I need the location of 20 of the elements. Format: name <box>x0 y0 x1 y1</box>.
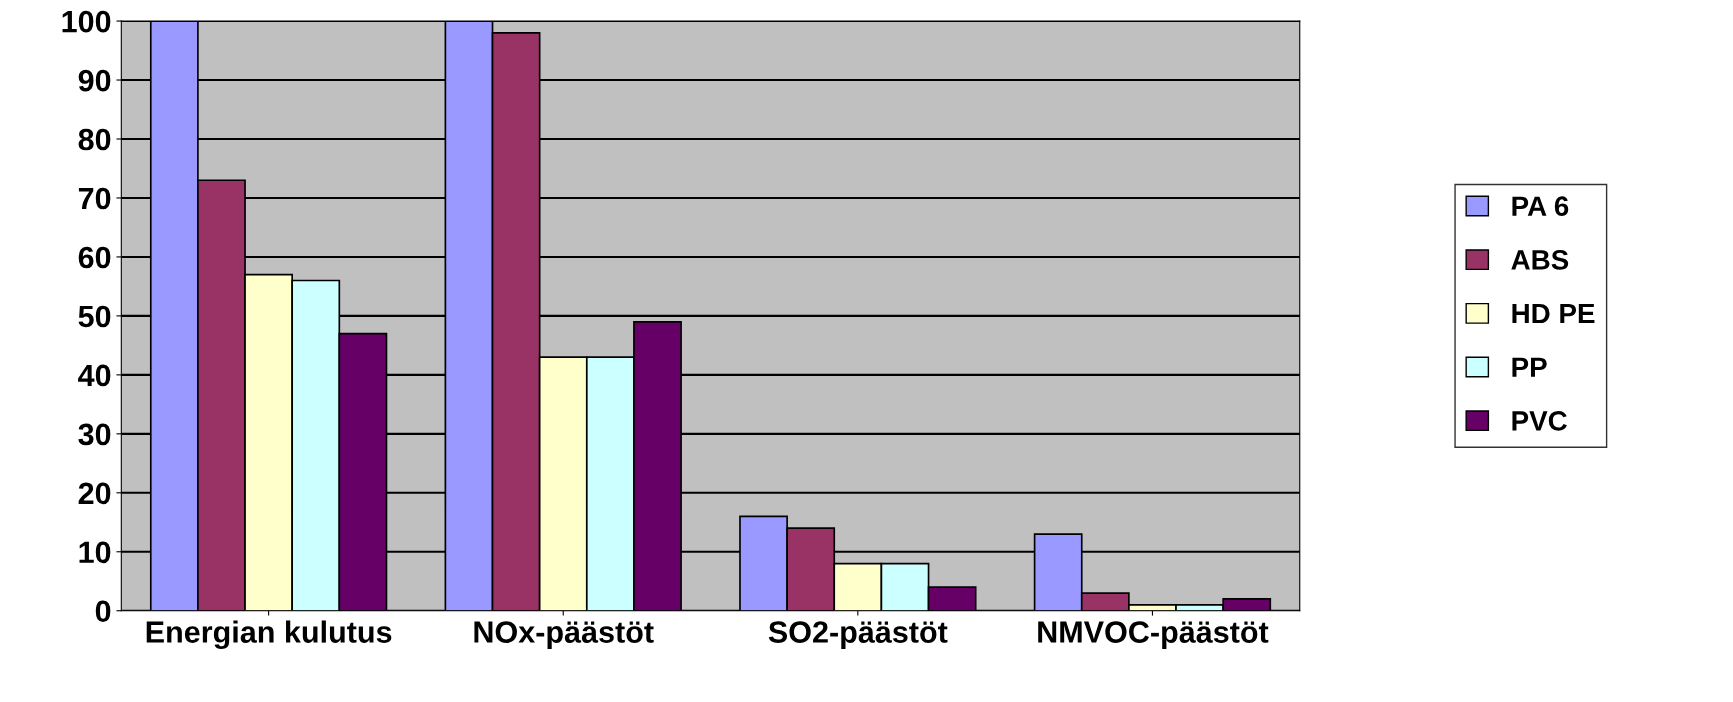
legend-label: PVC <box>1512 411 1567 431</box>
x-tick-label: NMVOC-päästöt <box>1038 621 1269 649</box>
y-tick-label: 100 <box>62 10 111 33</box>
y-tick-label: 40 <box>78 364 111 387</box>
y-tick-label: 70 <box>78 187 111 210</box>
y-tick-label: 10 <box>79 541 111 564</box>
y-tick-label: 80 <box>78 128 111 151</box>
y-tick-label: 0 <box>95 600 111 623</box>
legend-label: PA 6 <box>1512 196 1569 217</box>
y-tick-label: 30 <box>78 423 111 446</box>
legend-label: HD PE <box>1512 303 1595 324</box>
y-tick-label: 50 <box>78 305 111 328</box>
legend-label: ABS <box>1511 250 1569 270</box>
y-tick-label: 90 <box>78 69 111 92</box>
y-tick-label: 20 <box>78 482 111 505</box>
legend-label: PP <box>1512 357 1547 377</box>
y-tick-label: 60 <box>78 246 111 269</box>
x-tick-label: SO2-päästöt <box>768 621 948 649</box>
x-tick-label: NOx-päästöt <box>474 621 654 649</box>
x-tick-label: Energian kulutus <box>146 620 392 650</box>
